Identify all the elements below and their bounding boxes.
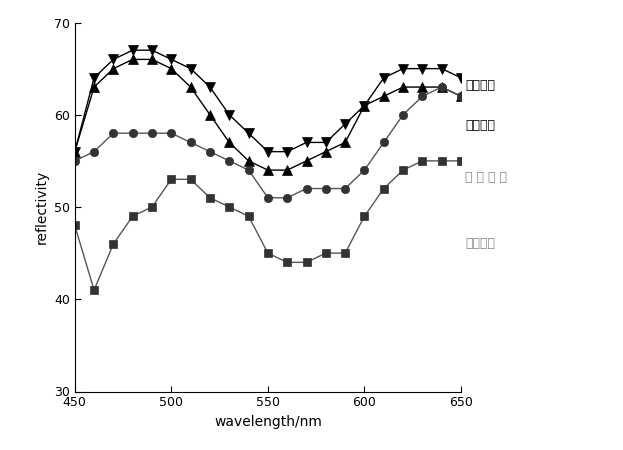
Text: 美 白 治 疗: 美 白 治 疗: [465, 171, 507, 184]
Text: 标准曲线: 标准曲线: [465, 79, 495, 92]
Text: 烧伤创面: 烧伤创面: [465, 238, 495, 250]
Y-axis label: reflectivity: reflectivity: [34, 170, 49, 244]
Text: 美白治疗: 美白治疗: [465, 119, 495, 132]
X-axis label: wavelength/nm: wavelength/nm: [214, 415, 322, 429]
